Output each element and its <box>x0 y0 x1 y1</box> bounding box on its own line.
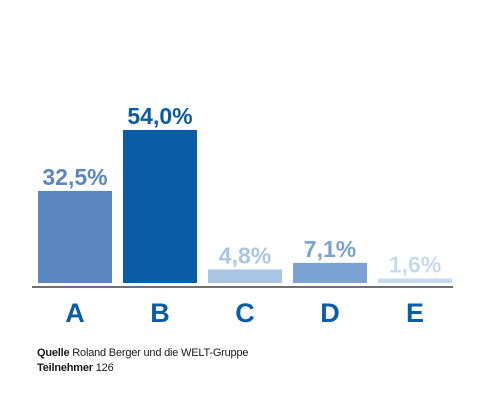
value-label-b: 54,0% <box>127 103 192 129</box>
bar-d <box>293 262 367 283</box>
chart-footer: Quelle Roland Berger und die WELT-Gruppe… <box>37 346 249 376</box>
category-label-c: C <box>235 298 255 328</box>
value-label-c: 4,8% <box>219 242 271 268</box>
bar-c <box>208 269 282 283</box>
participants-value: 126 <box>95 362 114 374</box>
category-label-e: E <box>406 298 424 328</box>
category-labels-group: A B C D E <box>65 298 424 328</box>
value-label-e: 1,6% <box>389 251 441 277</box>
bar-e <box>378 278 452 283</box>
category-label-b: B <box>150 298 170 328</box>
value-label-a: 32,5% <box>42 164 107 190</box>
source-value: Roland Berger und die WELT-Gruppe <box>72 347 249 359</box>
value-label-d: 7,1% <box>304 236 356 262</box>
source-line: Quelle Roland Berger und die WELT-Gruppe <box>37 346 249 361</box>
bar-a <box>38 190 112 283</box>
bars-group <box>38 130 452 283</box>
bar-chart: 32,5% 54,0% 4,8% 7,1% 1,6% A B C D E <box>32 103 453 328</box>
participants-line: Teilnehmer 126 <box>37 361 248 376</box>
source-label: Quelle <box>37 347 70 359</box>
bar-b <box>123 130 197 283</box>
value-labels-group: 32,5% 54,0% 4,8% 7,1% 1,6% <box>42 103 441 277</box>
category-label-d: D <box>320 298 340 328</box>
category-label-a: A <box>65 298 85 328</box>
participants-label: Teilnehmer <box>37 362 93 374</box>
